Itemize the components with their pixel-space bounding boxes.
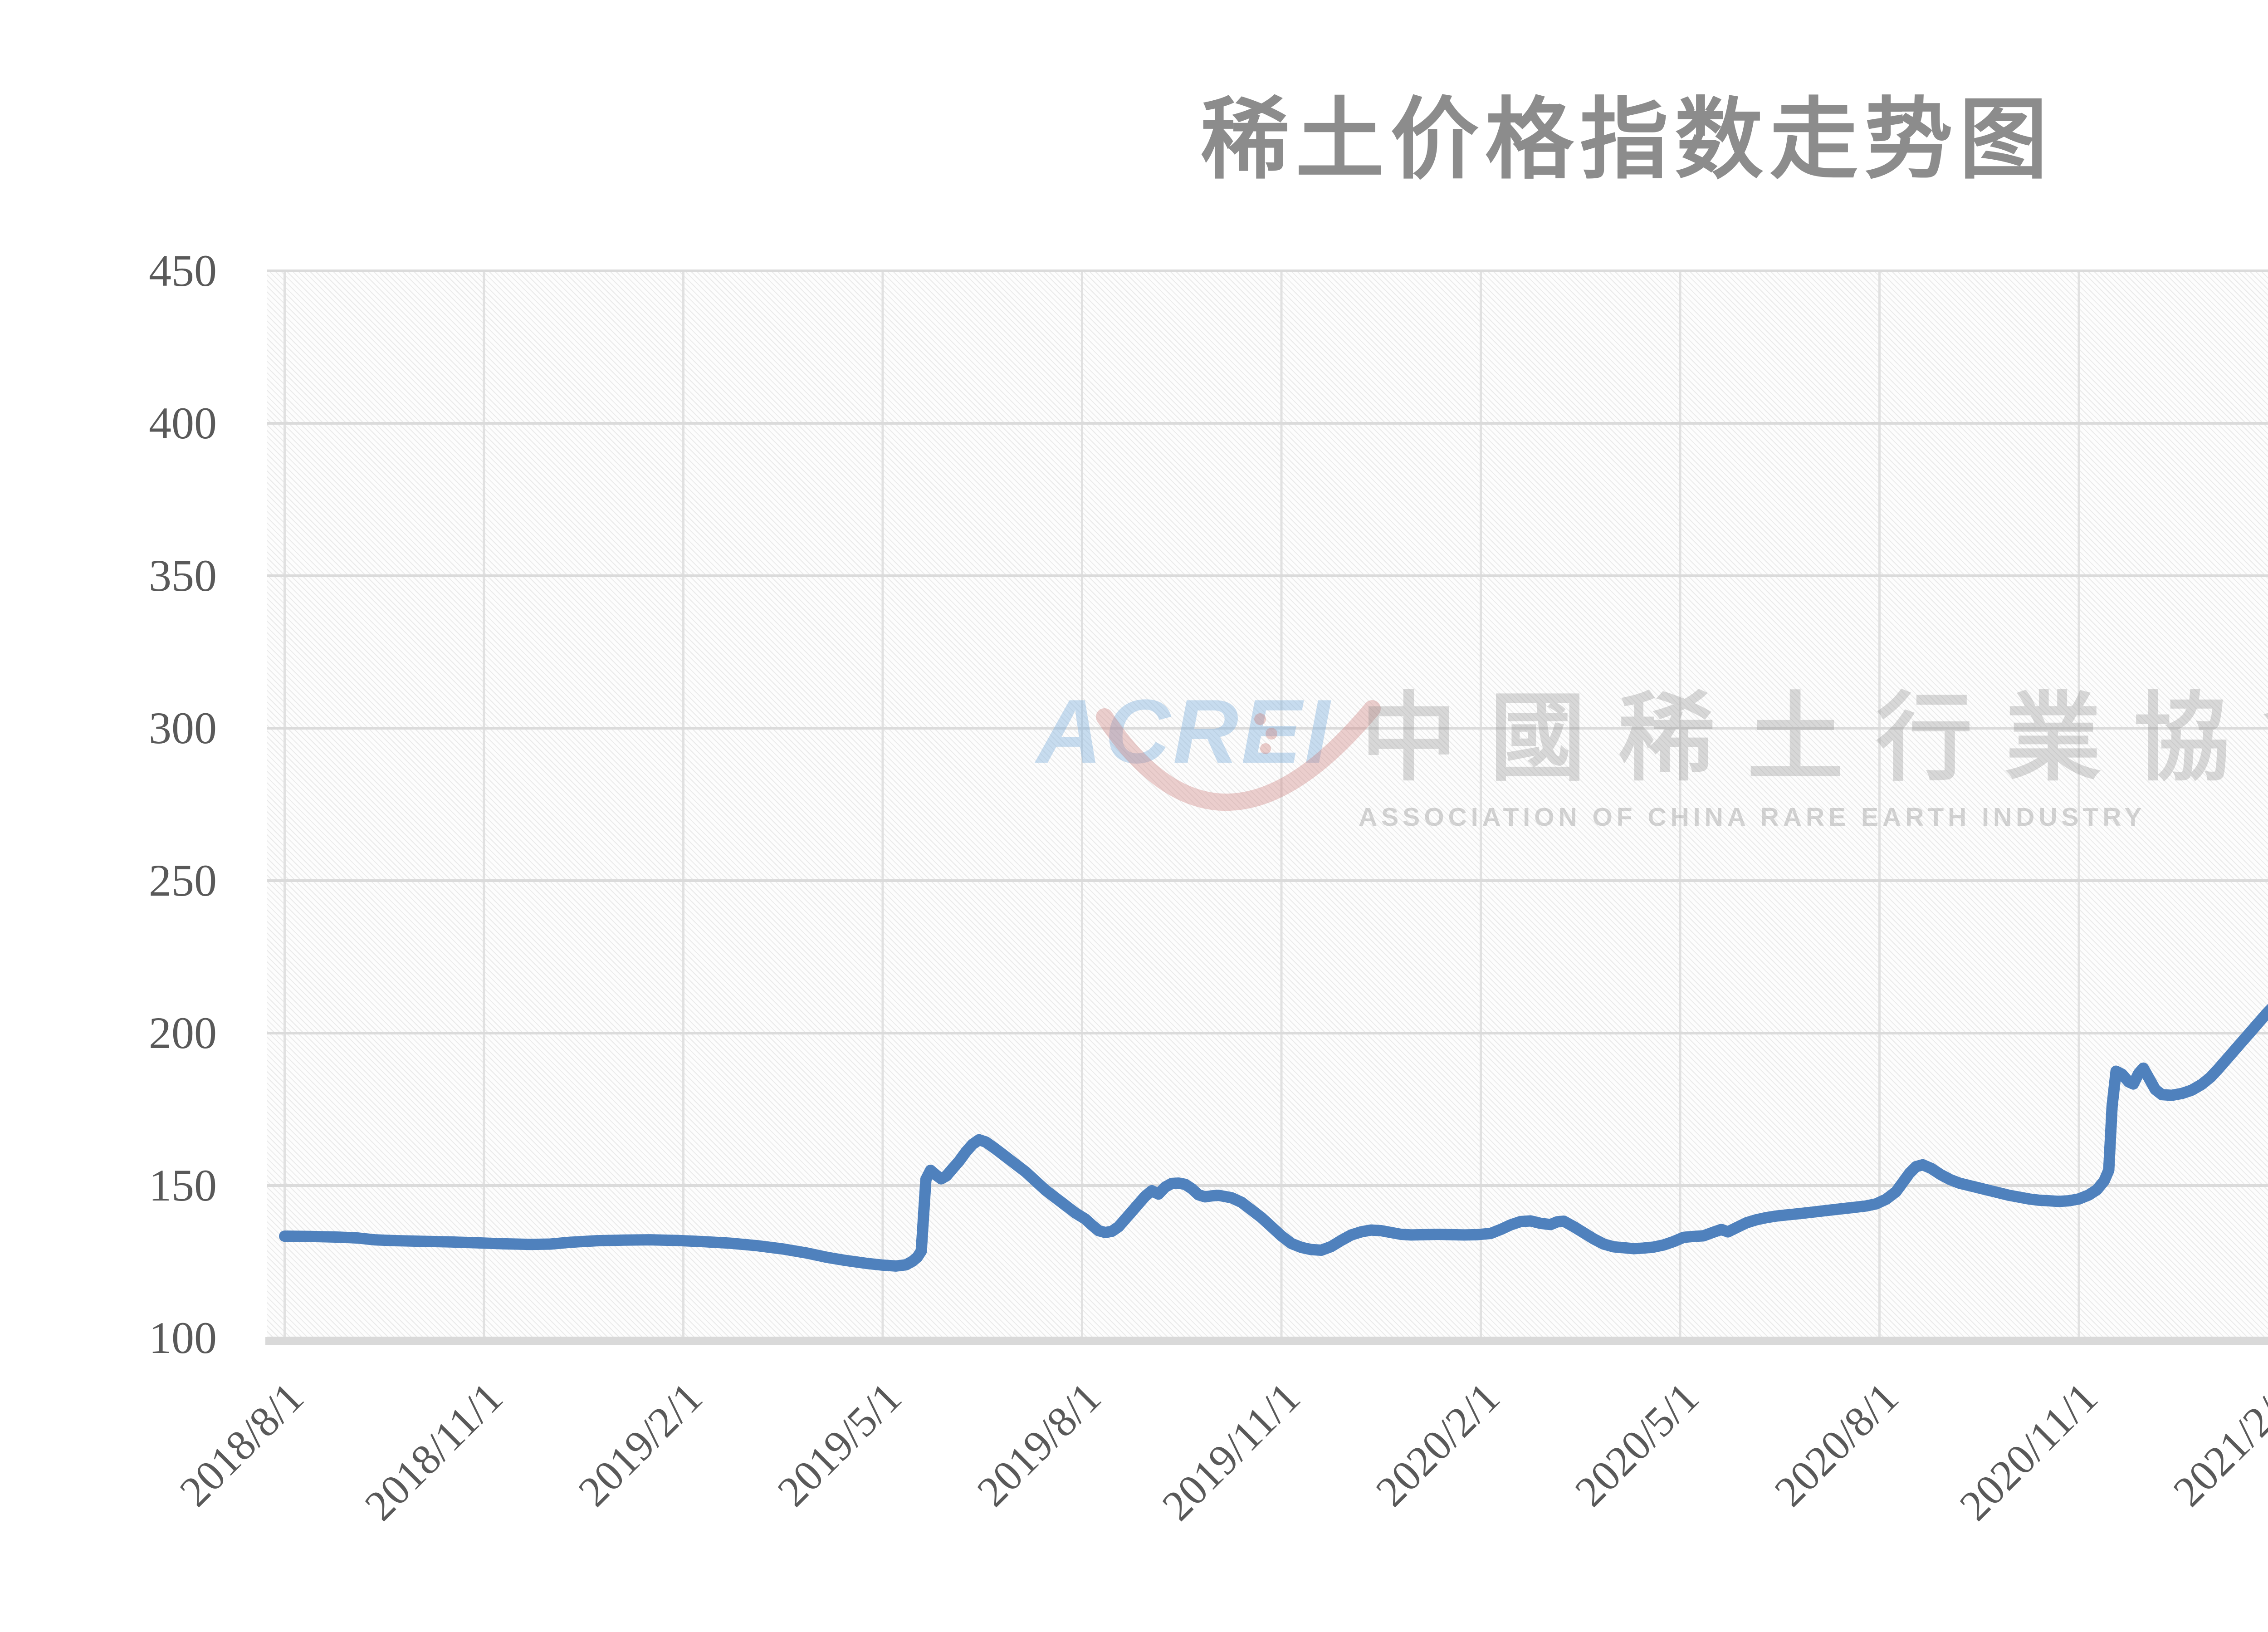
price-index-line: [279, 1004, 2268, 1272]
y-tick-label: 400: [149, 398, 217, 448]
y-tick-label: 200: [149, 1008, 217, 1058]
y-tick-label: 450: [149, 245, 217, 296]
watermark-english-text: ASSOCIATION OF CHINA RARE EARTH INDUSTRY: [1359, 803, 2146, 832]
watermark-chinese-text: 中國稀土行業協會: [1361, 686, 2268, 792]
x-axis-line: [265, 1337, 2268, 1345]
y-tick-label: 350: [149, 550, 217, 601]
acrei-logo-text: ACREI: [1036, 681, 1333, 782]
chart-title: 稀土价格指数走势图: [1201, 92, 2054, 190]
y-tick-label: 150: [149, 1160, 217, 1211]
y-tick-label: 100: [149, 1313, 217, 1363]
y-tick-label: 250: [149, 855, 217, 906]
plot-area: [267, 271, 2268, 1338]
y-tick-label: 300: [149, 703, 217, 753]
